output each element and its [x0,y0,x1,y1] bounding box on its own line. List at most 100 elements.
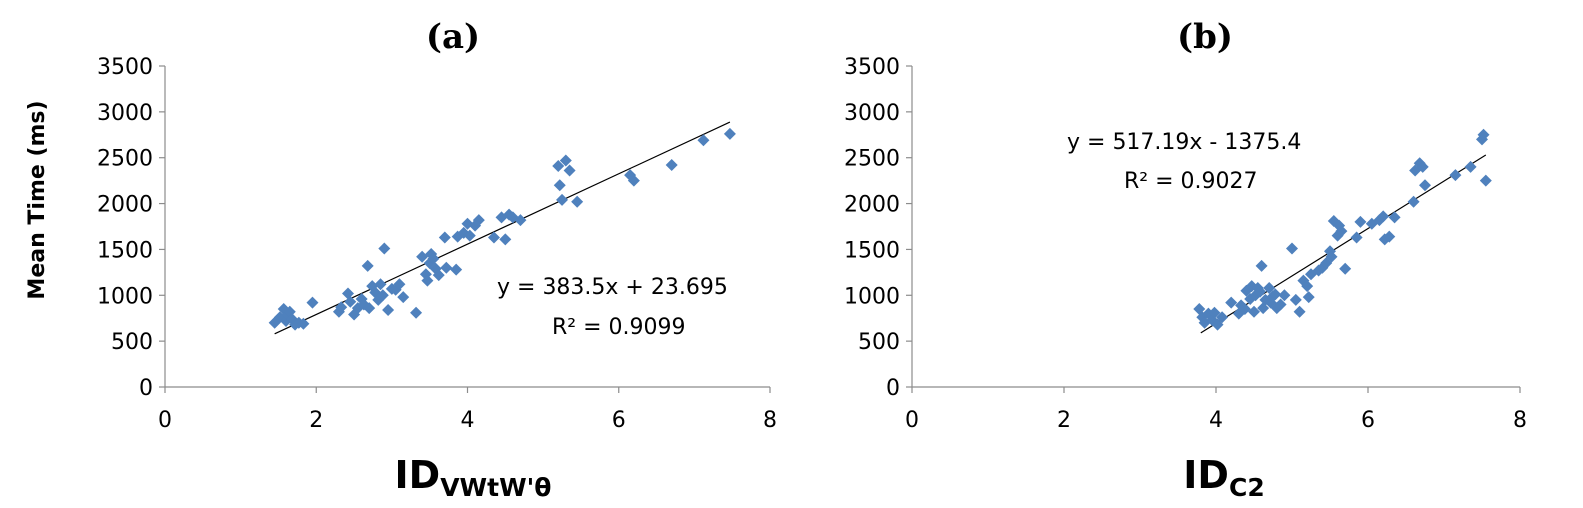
chart-b-x-tick-label: 0 [905,408,919,433]
chart-b-x-tick-label: 6 [1361,408,1375,433]
chart-a-r-squared: R² = 0.9099 [552,315,686,340]
chart-a-data-point [723,127,736,140]
chart-a-data-point [376,289,389,302]
chart-b-x-axis-label-main: ID [1183,453,1229,497]
chart-b-data-point [1449,169,1462,182]
chart-a-x-axis-label: IDVWtW'θ [395,453,552,502]
chart-a-y-tick-label: 2000 [97,193,153,218]
chart-a-y-axis-label: Mean Time (ms) [25,100,50,299]
chart-b-data-point [1248,305,1260,318]
chart-a-x-tick-label: 0 [158,408,172,433]
chart-a-x-tick-label: 6 [612,408,626,433]
chart-b-y-tick-label: 1500 [844,238,900,263]
chart-a-y-tick-label: 3500 [97,55,153,80]
chart-a-data-point [553,179,566,192]
chart-a-y-tick-label: 1500 [97,238,153,263]
chart-a-data-point [410,306,423,319]
chart-a-x-tick-label: 4 [461,408,475,433]
chart-b-title: (b) [1177,17,1233,57]
chart-b-y-tick-label: 3500 [844,55,900,80]
chart-b-data-point [1208,306,1221,319]
chart-a-data-point [559,154,572,167]
chart-b-y-tick-label: 0 [886,376,900,401]
chart-b-x-tick-label: 8 [1513,408,1527,433]
chart-b-data-point [1255,259,1268,272]
chart-a-x-tick-label: 2 [309,408,323,433]
chart-a-data-point [361,259,374,272]
chart-a-data-point [432,269,445,282]
chart-b-data-point [1377,210,1390,223]
chart-a-x-tick-label: 8 [763,408,777,433]
chart-a-data-point [627,174,640,187]
chart-b-data-point [1339,262,1352,275]
chart-b-data-point [1238,303,1251,316]
chart-a-data-point [335,301,348,314]
chart-b-data-point [1419,179,1431,192]
chart-b-data-point [1350,231,1363,244]
chart-b-data-point [1293,305,1306,318]
chart-b-x-tick-label: 4 [1209,408,1223,433]
chart-b-data-point [1464,160,1477,173]
chart-b-x-tick-label: 2 [1057,408,1071,433]
chart-b-data-point [1479,174,1492,187]
chart-b-y-tick-label: 2500 [844,147,900,172]
chart-a-data-point [472,214,485,227]
chart-a-data-point [427,252,440,265]
chart-a-data-point [450,263,463,276]
chart-b-data-point [1289,293,1302,306]
chart-a-data-point [463,229,476,242]
chart-a-title: (a) [426,17,480,57]
chart-a-data-point [416,250,429,263]
chart-a-y-tick-label: 3000 [97,101,153,126]
chart-b-data-point [1263,281,1276,294]
chart-a-data-point [421,274,434,287]
chart-b-y-tick-label: 2000 [844,193,900,218]
chart-b-y-tick-label: 3000 [844,101,900,126]
chart-b-data-point [1254,285,1267,298]
chart-b-data-point [1216,311,1229,324]
chart-a-data-point [487,231,500,244]
chart-b-data-point [1301,280,1314,293]
chart-a-trendline-equation: y = 383.5x + 23.695 [497,275,728,300]
chart-b-y-tick-label: 1000 [844,284,900,309]
chart-a-data-point [563,164,576,177]
chart-a-data-point [382,303,395,316]
chart-a-data-point [665,159,678,172]
chart-b-r-squared: R² = 0.9027 [1124,169,1258,194]
chart-a: (a) Mean Time (ms) IDVWtW'θ y = 383.5x +… [25,17,777,502]
chart-b-data-point [1416,160,1429,173]
chart-a-data-point [440,261,453,274]
chart-b-y-tick-label: 500 [858,330,900,355]
chart-b-trendline-equation: y = 517.19x - 1375.4 [1067,130,1301,155]
chart-b-data-point [1302,291,1315,304]
chart-a-data-point [552,159,565,172]
chart-b-trendline [1200,154,1487,334]
chart-a-x-axis-label-main: ID [395,453,441,497]
chart-a-y-tick-label: 500 [111,330,153,355]
chart-a-data-point [344,295,357,308]
chart-b-data-point [1407,195,1420,208]
chart-b-data-point [1269,288,1282,301]
chart-a-data-point [556,193,569,206]
chart-a-data-point [514,214,527,227]
chart-a-data-point [297,317,310,330]
chart-a-data-point [363,302,376,315]
chart-b-data-point [1225,296,1238,309]
chart-b-data-point [1383,230,1396,243]
chart-b-data-point [1274,298,1287,311]
chart-a-data-point [697,134,710,147]
chart-b-x-axis-label: IDC2 [1183,453,1264,502]
chart-a-y-tick-label: 1000 [97,284,153,309]
chart-b-data-point [1278,289,1291,302]
chart-a-data-point [438,231,451,244]
chart-a-data-point [374,278,387,291]
chart-a-y-tick-label: 2500 [97,147,153,172]
chart-b-data-point [1286,242,1298,255]
chart-b-data-point [1388,211,1401,224]
chart-b-data-point [1354,215,1367,228]
chart-a-data-point [378,242,391,255]
chart-b-data-point [1325,250,1338,263]
chart-a-y-tick-label: 0 [139,376,153,401]
chart-a-data-point [499,233,512,246]
